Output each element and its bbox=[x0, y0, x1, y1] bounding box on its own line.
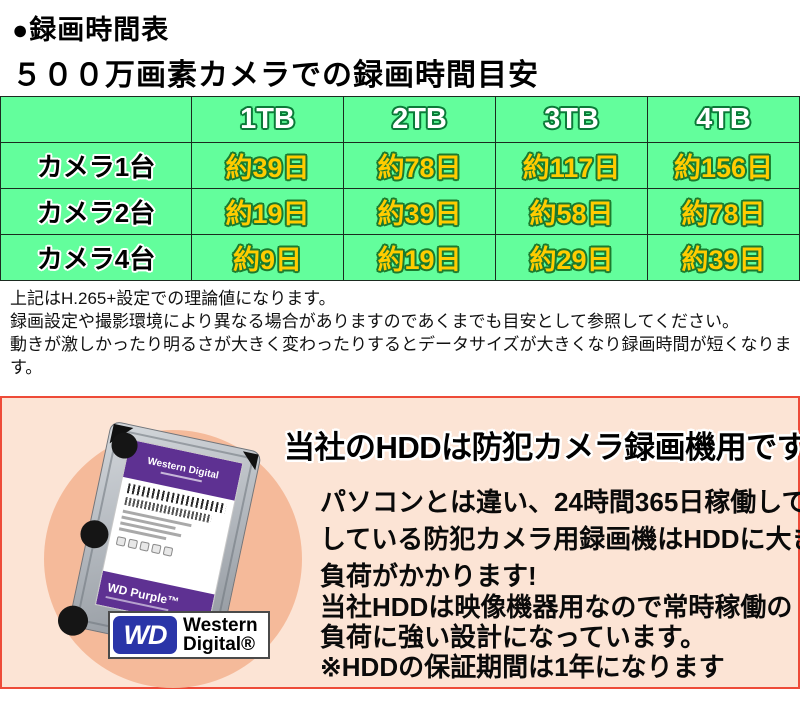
certification-icons bbox=[115, 536, 216, 566]
table-cell: 約156日 bbox=[648, 143, 799, 188]
col-header-1tb: 1TB bbox=[192, 97, 343, 142]
row-label-camera-2: カメラ2台 bbox=[1, 189, 191, 234]
note-line-2: 録画設定や撮影環境により異なる場合がありますのであくまでも目安として参照してくだ… bbox=[10, 312, 739, 331]
promo-box: Western Digital bbox=[0, 396, 800, 689]
col-header-2tb: 2TB bbox=[344, 97, 495, 142]
cert-icon bbox=[162, 546, 174, 557]
promo-text-line: ※HDDの保証期間は1年になります bbox=[320, 652, 725, 682]
wd-wordmark-line-1: Western bbox=[183, 615, 258, 636]
table-corner-cell bbox=[1, 97, 191, 142]
note-line-1: 上記はH.265+設定での理論値になります。 bbox=[10, 289, 336, 308]
table-cell: 約9日 bbox=[192, 235, 343, 280]
wd-logo-wordmark: Western Digital® bbox=[183, 616, 258, 654]
promo-text-line: 負荷がかかります! bbox=[320, 561, 537, 591]
promo-text-line: パソコンとは違い、24時間365日稼働して録画 bbox=[320, 487, 800, 517]
wd-wordmark-line-2: Digital® bbox=[183, 634, 256, 655]
table-cell: 約39日 bbox=[192, 143, 343, 188]
page-subtitle: ５００万画素カメラでの録画時間目安 bbox=[12, 59, 539, 92]
wd-logo-icon: WD bbox=[113, 616, 177, 654]
hdd-corner-bracket bbox=[239, 451, 259, 471]
cert-icon bbox=[139, 541, 150, 552]
col-header-4tb: 4TB bbox=[648, 97, 799, 142]
recording-time-table: 1TB 2TB 3TB 4TB カメラ1台 約39日 約78日 約117日 約1… bbox=[0, 96, 800, 281]
table-cell: 約19日 bbox=[344, 235, 495, 280]
promo-text-line: 当社HDDは映像機器用なので常時稼働の bbox=[320, 592, 793, 622]
cert-icon bbox=[115, 536, 127, 547]
table-cell: 約58日 bbox=[496, 189, 647, 234]
cert-icon bbox=[127, 538, 139, 550]
notes-block: 上記はH.265+設定での理論値になります。 録画設定や撮影環境により異なる場合… bbox=[10, 287, 800, 379]
promo-text-line: している防犯カメラ用録画機はHDDに大きな bbox=[320, 524, 800, 554]
row-label-camera-1: カメラ1台 bbox=[1, 143, 191, 188]
table-cell: 約78日 bbox=[344, 143, 495, 188]
table-cell: 約117日 bbox=[496, 143, 647, 188]
promo-paragraph-1: パソコンとは違い、24時間365日稼働して録画 している防犯カメラ用録画機はHD… bbox=[320, 484, 800, 595]
table-cell: 約39日 bbox=[344, 189, 495, 234]
promo-paragraph-2: 当社HDDは映像機器用なので常時稼働の 負荷に強い設計になっています。 ※HDD… bbox=[320, 592, 792, 682]
table-cell: 約78日 bbox=[648, 189, 799, 234]
cert-icon bbox=[150, 543, 162, 555]
table-cell: 約39日 bbox=[648, 235, 799, 280]
col-header-3tb: 3TB bbox=[496, 97, 647, 142]
promo-title: 当社のHDDは防犯カメラ録画機用です! bbox=[284, 430, 800, 465]
page-title: ●録画時間表 bbox=[12, 15, 170, 45]
promo-text-line: 負荷に強い設計になっています。 bbox=[320, 622, 707, 652]
table-cell: 約19日 bbox=[192, 189, 343, 234]
wd-logo-letters: WD bbox=[123, 619, 168, 650]
table-cell: 約29日 bbox=[496, 235, 647, 280]
western-digital-logo: WD Western Digital® bbox=[108, 611, 270, 659]
row-label-camera-4: カメラ4台 bbox=[1, 235, 191, 280]
note-line-3: 動きが激しかったり明るさが大きく変わったりするとデータサイズが大きくなり録画時間… bbox=[10, 335, 792, 377]
